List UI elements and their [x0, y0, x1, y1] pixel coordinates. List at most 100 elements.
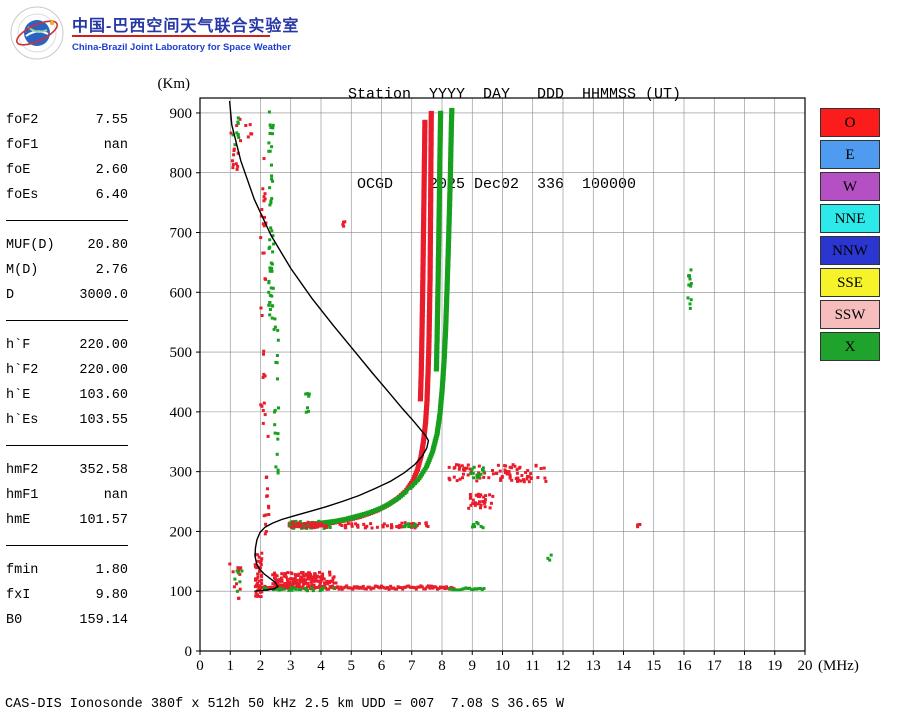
parameter-value: 352.58	[79, 463, 128, 478]
footer-caption: CAS-DIS Ionosonde 380f x 512h 50 kHz 2.5…	[5, 697, 564, 712]
electron-density-profile	[228, 100, 430, 592]
series-f-trace-x-double	[433, 110, 444, 372]
parameter-label: fmin	[6, 563, 39, 578]
x-tick-label: 14	[616, 658, 632, 674]
parameter-value: 159.14	[79, 613, 128, 628]
parameter-label: foF1	[6, 138, 39, 153]
parameter-row-b0: B0 159.14	[6, 608, 128, 633]
y-tick-label: 900	[170, 106, 193, 122]
x-tick-label: 9	[469, 658, 477, 674]
parameter-value: 103.55	[79, 413, 128, 428]
series-es-cloud-o	[271, 570, 338, 588]
series-f-band-o-low	[290, 520, 329, 530]
parameter-row-hme: hmE 101.57	[6, 508, 128, 533]
series-oblique-o-9	[467, 492, 495, 510]
parameter-row-hf2: h`F2 220.00	[6, 358, 128, 383]
series-speck-o-14.5	[636, 523, 642, 529]
parameter-separator	[6, 320, 128, 321]
y-tick-label: 800	[170, 166, 193, 182]
parameter-label: h`F2	[6, 363, 39, 378]
legend-item-ssw: SSW	[820, 300, 880, 329]
x-tick-label: 17	[707, 658, 723, 674]
series-oblique-x-9	[471, 521, 485, 530]
org-name-cn: 中国-巴西空间天气联合实验室	[72, 18, 300, 35]
parameter-value: 9.80	[95, 588, 128, 603]
legend-item-sse: SSE	[820, 268, 880, 297]
series-speck-o-4.8	[341, 220, 347, 228]
series-es-trace-x-tail	[448, 586, 486, 592]
x-tick-label: 8	[438, 658, 446, 674]
y-tick-label: 600	[170, 285, 193, 301]
series-noise-x-col-2.3	[267, 110, 276, 320]
org-name-en: China-Brazil Joint Laboratory for Space …	[72, 42, 291, 53]
legend-item-w: W	[820, 172, 880, 201]
y-tick-label: 300	[170, 465, 193, 481]
series-f-band-o-mid	[338, 522, 394, 530]
parameter-value: 103.60	[79, 388, 128, 403]
y-tick-label: 400	[170, 405, 193, 421]
parameter-value: 20.80	[87, 238, 128, 253]
station-header: Station YYYY DAY DDD HHMMSS (UT) OCGD 20…	[348, 20, 681, 260]
grid	[200, 98, 805, 651]
parameter-row-md: M(D) 2.76	[6, 258, 128, 283]
parameter-row-foe: foE 2.60	[6, 158, 128, 183]
y-tick-label: 700	[170, 226, 193, 242]
series-spread-x-300	[469, 465, 486, 480]
parameter-label: h`E	[6, 388, 31, 403]
station-values-row: OCGD 2025 Dec02 336 100000	[348, 176, 637, 193]
x-tick-label: 7	[408, 658, 416, 674]
x-axis-unit: (MHz)	[818, 658, 859, 674]
parameter-label: M(D)	[6, 263, 39, 278]
parameter-separator	[6, 545, 128, 546]
legend-item-x: X	[820, 332, 880, 361]
parameter-label: foF2	[6, 113, 39, 128]
parameter-label: h`Es	[6, 413, 39, 428]
y-tick-label: 200	[170, 524, 193, 540]
parameter-row-hf: h`F 220.00	[6, 333, 128, 358]
x-tick-label: 6	[378, 658, 386, 674]
y-tick-label: 500	[170, 345, 193, 361]
parameter-row-fof2: foF2 7.55	[6, 108, 128, 133]
parameter-value: nan	[103, 488, 128, 503]
parameter-value: 220.00	[79, 363, 128, 378]
x-tick-label: 15	[646, 658, 661, 674]
legend-item-o: O	[820, 108, 880, 137]
parameter-row-he: h`E 103.60	[6, 383, 128, 408]
series-dash-x-3.55	[304, 392, 311, 414]
parameter-row-hmf2: hmF2 352.58	[6, 458, 128, 483]
x-tick-label: 10	[495, 658, 510, 674]
x-tick-label: 11	[526, 658, 540, 674]
y-tick-label: 0	[185, 644, 193, 660]
series-corner-top-x	[231, 116, 241, 147]
parameter-row-mufd: MUF(D) 20.80	[6, 233, 128, 258]
parameter-row-hes: h`Es 103.55	[6, 408, 128, 433]
parameter-value: 2.60	[95, 163, 128, 178]
series-noise-o-col-2.2-low	[262, 434, 271, 536]
x-tick-label: 2	[257, 658, 265, 674]
parameter-row-d: D 3000.0	[6, 283, 128, 308]
parameter-value: 220.00	[79, 338, 128, 353]
parameter-separator	[6, 445, 128, 446]
parameter-value: 2.76	[95, 263, 128, 278]
x-tick-label: 16	[677, 658, 693, 674]
lab-logo	[10, 6, 64, 60]
parameter-row-fmin: fmin 1.80	[6, 558, 128, 583]
parameter-separator	[6, 220, 128, 221]
x-tick-label: 18	[737, 658, 752, 674]
y-tick-label: 100	[170, 584, 193, 600]
org-underline	[72, 35, 270, 37]
parameter-row-hmf1: hmF1 nan	[6, 483, 128, 508]
series-speck-x-11.6	[546, 553, 553, 562]
series-noise-x-col-2.5	[272, 317, 280, 475]
parameter-value: 6.40	[95, 188, 128, 203]
x-tick-label: 12	[556, 658, 571, 674]
x-tick-label: 3	[287, 658, 295, 674]
parameter-label: fxI	[6, 588, 31, 603]
series-dash-x-16.2	[686, 268, 693, 310]
x-tick-label: 13	[586, 658, 601, 674]
series-f-trace-x	[307, 107, 455, 527]
parameter-label: D	[6, 288, 15, 303]
echo-points	[228, 107, 693, 600]
series-speck-o-1.6-top	[244, 123, 254, 139]
